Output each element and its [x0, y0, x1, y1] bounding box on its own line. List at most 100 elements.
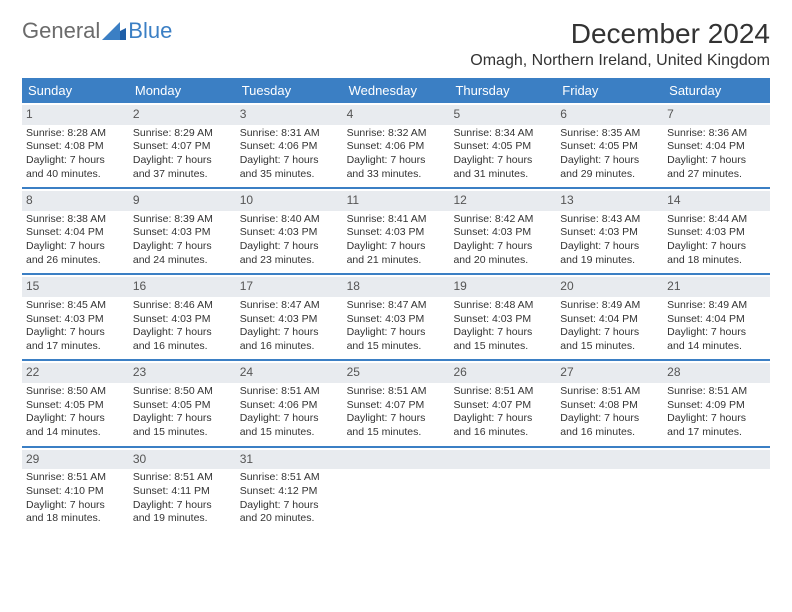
daylight-text: Daylight: 7 hours and 15 minutes. [240, 412, 339, 439]
day-cell [449, 448, 556, 532]
day-cell: 27 Sunrise: 8:51 AMSunset: 4:08 PMDayligh… [556, 361, 663, 445]
daylight-text: Daylight: 7 hours and 17 minutes. [26, 326, 125, 353]
sunrise-text: Sunrise: 8:40 AM [240, 213, 339, 227]
sunset-text: Sunset: 4:03 PM [26, 313, 125, 327]
day-number: 13 [556, 191, 663, 211]
day-number: 21 [663, 277, 770, 297]
day-cell: 9Sunrise: 8:39 AMSunset: 4:03 PMDaylight… [129, 189, 236, 273]
day-cell: 13Sunrise: 8:43 AMSunset: 4:03 PMDayligh… [556, 189, 663, 273]
logo-text-2: Blue [128, 18, 172, 44]
sunset-text: Sunset: 4:05 PM [453, 140, 552, 154]
day-number: 7 [663, 105, 770, 125]
day-cell: 1Sunrise: 8:28 AMSunset: 4:08 PMDaylight… [22, 103, 129, 187]
day-number: 20 [556, 277, 663, 297]
logo: General Blue [22, 18, 172, 44]
day-cell: 26Sunrise: 8:51 AMSunset: 4:07 PMDayligh… [449, 361, 556, 445]
day-number: 12 [449, 191, 556, 211]
dayheaders-row: SundayMondayTuesdayWednesdayThursdayFrid… [22, 78, 770, 103]
sunrise-text: Sunrise: 8:51 AM [240, 385, 339, 399]
sunrise-text: Sunrise: 8:31 AM [240, 127, 339, 141]
day-number: 19 [449, 277, 556, 297]
daylight-text: Daylight: 7 hours and 17 minutes. [667, 412, 766, 439]
day-cell [663, 448, 770, 532]
day-number: 9 [129, 191, 236, 211]
day-cell: 12Sunrise: 8:42 AMSunset: 4:03 PMDayligh… [449, 189, 556, 273]
sunrise-text: Sunrise: 8:44 AM [667, 213, 766, 227]
sunset-text: Sunset: 4:03 PM [560, 226, 659, 240]
day-number: 6 [556, 105, 663, 125]
sunrise-text: Sunrise: 8:45 AM [26, 299, 125, 313]
sunset-text: Sunset: 4:06 PM [347, 140, 446, 154]
sunrise-text: Sunrise: 8:32 AM [347, 127, 446, 141]
sunrise-text: Sunrise: 8:49 AM [560, 299, 659, 313]
day-number: 17 [236, 277, 343, 297]
day-number: 27 [556, 363, 663, 383]
sunset-text: Sunset: 4:03 PM [667, 226, 766, 240]
daylight-text: Daylight: 7 hours and 23 minutes. [240, 240, 339, 267]
sunset-text: Sunset: 4:07 PM [133, 140, 232, 154]
week-row: 1Sunrise: 8:28 AMSunset: 4:08 PMDaylight… [22, 103, 770, 187]
sunset-text: Sunset: 4:07 PM [453, 399, 552, 413]
sunrise-text: Sunrise: 8:39 AM [133, 213, 232, 227]
sunset-text: Sunset: 4:11 PM [133, 485, 232, 499]
sunrise-text: Sunrise: 8:51 AM [240, 471, 339, 485]
week-row: 29Sunrise: 8:51 AMSunset: 4:10 PMDayligh… [22, 446, 770, 532]
daylight-text: Daylight: 7 hours and 15 minutes. [347, 412, 446, 439]
sunrise-text: Sunrise: 8:51 AM [560, 385, 659, 399]
day-number: 2 [129, 105, 236, 125]
sunrise-text: Sunrise: 8:51 AM [133, 471, 232, 485]
day-number [663, 450, 770, 470]
sunrise-text: Sunrise: 8:36 AM [667, 127, 766, 141]
day-cell: 2 Sunrise: 8:29 AMSunset: 4:07 PMDaylight… [129, 103, 236, 187]
day-number: 16 [129, 277, 236, 297]
daylight-text: Daylight: 7 hours and 29 minutes. [560, 154, 659, 181]
daylight-text: Daylight: 7 hours and 16 minutes. [453, 412, 552, 439]
title-block: December 2024 Omagh, Northern Ireland, U… [470, 18, 770, 70]
sunrise-text: Sunrise: 8:47 AM [240, 299, 339, 313]
sunset-text: Sunset: 4:04 PM [667, 140, 766, 154]
daylight-text: Daylight: 7 hours and 40 minutes. [26, 154, 125, 181]
day-number: 22 [22, 363, 129, 383]
sunset-text: Sunset: 4:03 PM [240, 226, 339, 240]
sunrise-text: Sunrise: 8:29 AM [133, 127, 232, 141]
sunrise-text: Sunrise: 8:35 AM [560, 127, 659, 141]
day-cell: 3Sunrise: 8:31 AMSunset: 4:06 PMDaylight… [236, 103, 343, 187]
daylight-text: Daylight: 7 hours and 15 minutes. [133, 412, 232, 439]
day-cell: 22Sunrise: 8:50 AMSunset: 4:05 PMDayligh… [22, 361, 129, 445]
sunset-text: Sunset: 4:03 PM [240, 313, 339, 327]
day-number: 3 [236, 105, 343, 125]
day-number: 11 [343, 191, 450, 211]
day-number: 23 [129, 363, 236, 383]
calendar: SundayMondayTuesdayWednesdayThursdayFrid… [22, 78, 770, 532]
day-number: 5 [449, 105, 556, 125]
sunrise-text: Sunrise: 8:49 AM [667, 299, 766, 313]
dayheader: Saturday [663, 78, 770, 103]
daylight-text: Daylight: 7 hours and 20 minutes. [453, 240, 552, 267]
daylight-text: Daylight: 7 hours and 16 minutes. [240, 326, 339, 353]
sunrise-text: Sunrise: 8:51 AM [347, 385, 446, 399]
daylight-text: Daylight: 7 hours and 26 minutes. [26, 240, 125, 267]
day-cell: 23Sunrise: 8:50 AMSunset: 4:05 PMDayligh… [129, 361, 236, 445]
daylight-text: Daylight: 7 hours and 37 minutes. [133, 154, 232, 181]
daylight-text: Daylight: 7 hours and 14 minutes. [26, 412, 125, 439]
week-row: 22Sunrise: 8:50 AMSunset: 4:05 PMDayligh… [22, 359, 770, 445]
sunset-text: Sunset: 4:08 PM [560, 399, 659, 413]
daylight-text: Daylight: 7 hours and 16 minutes. [560, 412, 659, 439]
sunrise-text: Sunrise: 8:51 AM [453, 385, 552, 399]
day-number: 24 [236, 363, 343, 383]
dayheader: Sunday [22, 78, 129, 103]
sunset-text: Sunset: 4:03 PM [453, 226, 552, 240]
daylight-text: Daylight: 7 hours and 18 minutes. [26, 499, 125, 526]
daylight-text: Daylight: 7 hours and 15 minutes. [560, 326, 659, 353]
day-number: 10 [236, 191, 343, 211]
day-cell: 10 Sunrise: 8:40 AMSunset: 4:03 PMDayligh… [236, 189, 343, 273]
day-number: 14 [663, 191, 770, 211]
day-cell: 18Sunrise: 8:47 AMSunset: 4:03 PMDayligh… [343, 275, 450, 359]
sunrise-text: Sunrise: 8:41 AM [347, 213, 446, 227]
sunrise-text: Sunrise: 8:34 AM [453, 127, 552, 141]
day-cell: 8Sunrise: 8:38 AMSunset: 4:04 PMDaylight… [22, 189, 129, 273]
sunset-text: Sunset: 4:09 PM [667, 399, 766, 413]
day-cell: 11Sunrise: 8:41 AMSunset: 4:03 PMDayligh… [343, 189, 450, 273]
month-title: December 2024 [470, 18, 770, 50]
daylight-text: Daylight: 7 hours and 20 minutes. [240, 499, 339, 526]
